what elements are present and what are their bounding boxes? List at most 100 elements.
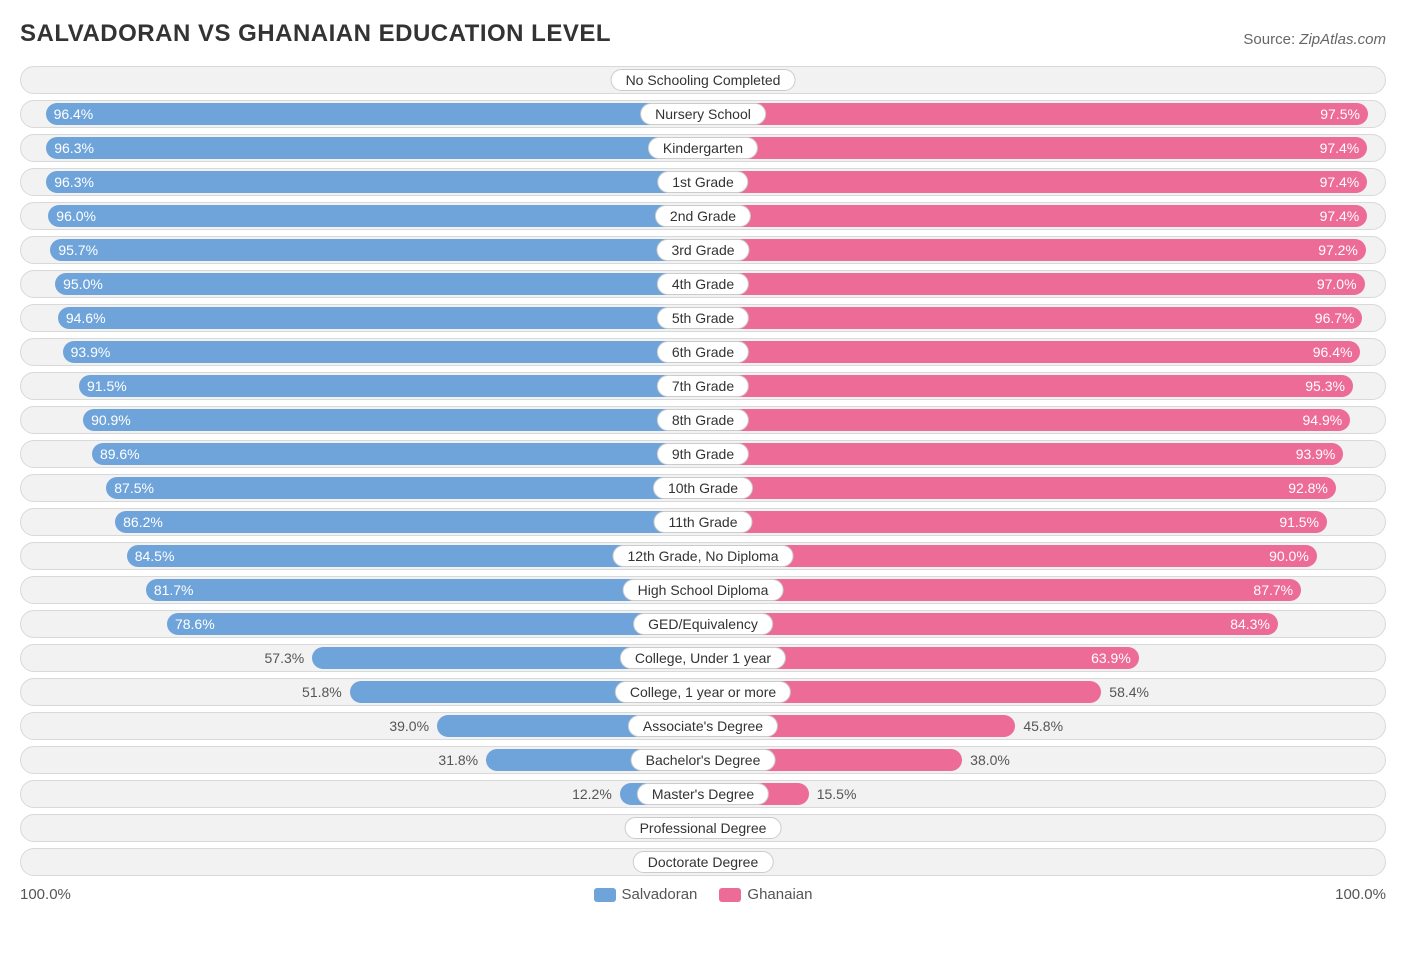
row-category-label: 1st Grade bbox=[657, 171, 748, 193]
chart-row: 84.5%90.0%12th Grade, No Diploma bbox=[20, 542, 1386, 570]
bar-left-value: 96.3% bbox=[54, 169, 94, 195]
row-category-label: Master's Degree bbox=[637, 783, 769, 805]
bar-right-value: 97.0% bbox=[1317, 271, 1357, 297]
bar-right bbox=[703, 443, 1343, 465]
bar-right-value: 15.5% bbox=[817, 781, 857, 807]
row-category-label: Doctorate Degree bbox=[633, 851, 774, 873]
bar-right bbox=[703, 273, 1365, 295]
bar-right bbox=[703, 341, 1360, 363]
chart-row: 96.3% 97.4% Kindergarten bbox=[20, 134, 1386, 162]
bar-right bbox=[703, 375, 1353, 397]
bar-left bbox=[46, 137, 703, 159]
bar-left-value: 87.5% bbox=[114, 475, 154, 501]
chart-row: 3.7%2.6%No Schooling Completed bbox=[20, 66, 1386, 94]
bar-right-value: 97.2% bbox=[1318, 237, 1358, 263]
bar-right-value: 97.5% bbox=[1320, 101, 1360, 127]
bar-left-value: 89.6% bbox=[100, 441, 140, 467]
bar-right-value: 96.7% bbox=[1315, 305, 1355, 331]
bar-right bbox=[703, 477, 1336, 499]
row-category-label: Professional Degree bbox=[625, 817, 782, 839]
row-category-label: Nursery School bbox=[640, 103, 766, 125]
bar-left-value: 84.5% bbox=[135, 543, 175, 569]
legend-swatch-right bbox=[719, 888, 741, 902]
bar-left bbox=[79, 375, 703, 397]
axis-max-right: 100.0% bbox=[1335, 886, 1386, 903]
bar-right bbox=[703, 545, 1317, 567]
bar-left-value: 93.9% bbox=[71, 339, 111, 365]
education-comparison-chart: SALVADORAN VS GHANAIAN EDUCATION LEVEL S… bbox=[20, 20, 1386, 903]
legend-label-right: Ghanaian bbox=[747, 886, 812, 903]
chart-header: SALVADORAN VS GHANAIAN EDUCATION LEVEL S… bbox=[20, 20, 1386, 48]
chart-row: 96.3% 97.4% 1st Grade bbox=[20, 168, 1386, 196]
legend-swatch-left bbox=[594, 888, 616, 902]
chart-row: 95.7% 97.2% 3rd Grade bbox=[20, 236, 1386, 264]
chart-legend: Salvadoran Ghanaian bbox=[594, 886, 813, 903]
bar-left-value: 94.6% bbox=[66, 305, 106, 331]
source-label: Source: bbox=[1243, 31, 1295, 48]
bar-left bbox=[55, 273, 703, 295]
bar-right-value: 97.4% bbox=[1320, 135, 1360, 161]
bar-left-value: 96.0% bbox=[56, 203, 96, 229]
chart-row: 1.5%1.8%Doctorate Degree bbox=[20, 848, 1386, 876]
chart-footer: 100.0% Salvadoran Ghanaian 100.0% bbox=[20, 886, 1386, 903]
bar-right-value: 97.4% bbox=[1320, 169, 1360, 195]
row-category-label: College, Under 1 year bbox=[620, 647, 786, 669]
bar-left-value: 96.3% bbox=[54, 135, 94, 161]
bar-left bbox=[115, 511, 703, 533]
bar-left-value: 90.9% bbox=[91, 407, 131, 433]
row-category-label: High School Diploma bbox=[623, 579, 784, 601]
bar-right bbox=[703, 511, 1327, 533]
chart-row: 91.5%95.3%7th Grade bbox=[20, 372, 1386, 400]
row-category-label: 8th Grade bbox=[657, 409, 749, 431]
chart-row: 12.2%15.5%Master's Degree bbox=[20, 780, 1386, 808]
bar-right-value: 90.0% bbox=[1269, 543, 1309, 569]
bar-right-value: 95.3% bbox=[1305, 373, 1345, 399]
row-category-label: Kindergarten bbox=[648, 137, 758, 159]
bar-left-value: 31.8% bbox=[438, 747, 478, 773]
bar-left bbox=[106, 477, 703, 499]
bar-right bbox=[703, 307, 1362, 329]
chart-row: 96.0%97.4%2nd Grade bbox=[20, 202, 1386, 230]
bar-right-value: 93.9% bbox=[1296, 441, 1336, 467]
bar-right-value: 45.8% bbox=[1023, 713, 1063, 739]
chart-row: 96.4%97.5%Nursery School bbox=[20, 100, 1386, 128]
bar-right bbox=[703, 239, 1366, 261]
bar-right-value: 91.5% bbox=[1279, 509, 1319, 535]
bar-left-value: 51.8% bbox=[302, 679, 342, 705]
chart-row: 31.8%38.0%Bachelor's Degree bbox=[20, 746, 1386, 774]
chart-row: 86.2%91.5%11th Grade bbox=[20, 508, 1386, 536]
bar-left-value: 39.0% bbox=[389, 713, 429, 739]
row-category-label: 6th Grade bbox=[657, 341, 749, 363]
row-category-label: Bachelor's Degree bbox=[631, 749, 776, 771]
chart-row: 78.6% 84.3% GED/Equivalency bbox=[20, 610, 1386, 638]
chart-rows: 3.7%2.6%No Schooling Completed 96.4% 97.5%… bbox=[20, 66, 1386, 876]
chart-row: 3.5%4.3%Professional Degree bbox=[20, 814, 1386, 842]
bar-left-value: 91.5% bbox=[87, 373, 127, 399]
bar-right-value: 87.7% bbox=[1253, 577, 1293, 603]
row-category-label: 11th Grade bbox=[653, 511, 752, 533]
bar-right-value: 84.3% bbox=[1230, 611, 1270, 637]
bar-right-value: 96.4% bbox=[1313, 339, 1353, 365]
bar-right-value: 97.4% bbox=[1320, 203, 1360, 229]
bar-left-value: 95.0% bbox=[63, 271, 103, 297]
bar-right bbox=[703, 409, 1350, 431]
bar-left-value: 78.6% bbox=[175, 611, 215, 637]
chart-row: 90.9%94.9%8th Grade bbox=[20, 406, 1386, 434]
row-category-label: 5th Grade bbox=[657, 307, 749, 329]
bar-right-value: 63.9% bbox=[1091, 645, 1131, 671]
source-value: ZipAtlas.com bbox=[1299, 31, 1386, 48]
chart-row: 81.7%87.7%High School Diploma bbox=[20, 576, 1386, 604]
row-category-label: Associate's Degree bbox=[628, 715, 778, 737]
row-category-label: 3rd Grade bbox=[656, 239, 749, 261]
bar-right-value: 92.8% bbox=[1288, 475, 1328, 501]
bar-left-value: 95.7% bbox=[58, 237, 98, 263]
chart-row: 87.5%92.8%10th Grade bbox=[20, 474, 1386, 502]
bar-right bbox=[703, 579, 1301, 601]
bar-left-value: 57.3% bbox=[265, 645, 305, 671]
row-category-label: College, 1 year or more bbox=[615, 681, 791, 703]
row-category-label: GED/Equivalency bbox=[633, 613, 773, 635]
bar-left bbox=[146, 579, 703, 601]
chart-row: 89.6%93.9%9th Grade bbox=[20, 440, 1386, 468]
bar-left bbox=[92, 443, 703, 465]
bar-left bbox=[63, 341, 703, 363]
